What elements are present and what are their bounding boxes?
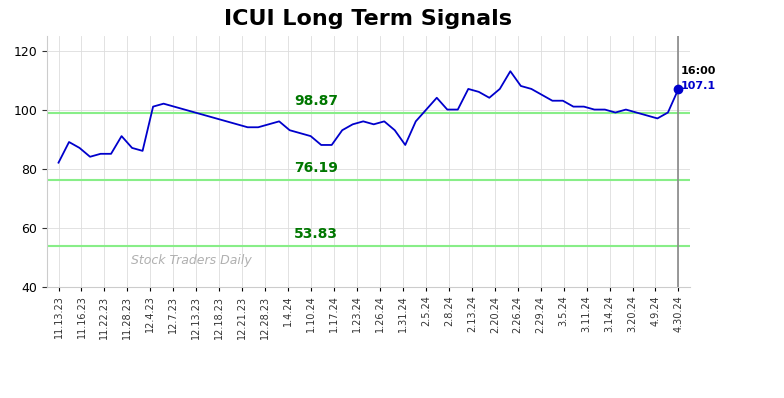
- Text: 53.83: 53.83: [294, 227, 338, 241]
- Title: ICUI Long Term Signals: ICUI Long Term Signals: [224, 9, 513, 29]
- Text: 98.87: 98.87: [294, 94, 338, 108]
- Text: 76.19: 76.19: [294, 161, 338, 175]
- Text: Stock Traders Daily: Stock Traders Daily: [131, 254, 252, 267]
- Text: 107.1: 107.1: [681, 81, 716, 91]
- Text: 16:00: 16:00: [681, 66, 716, 76]
